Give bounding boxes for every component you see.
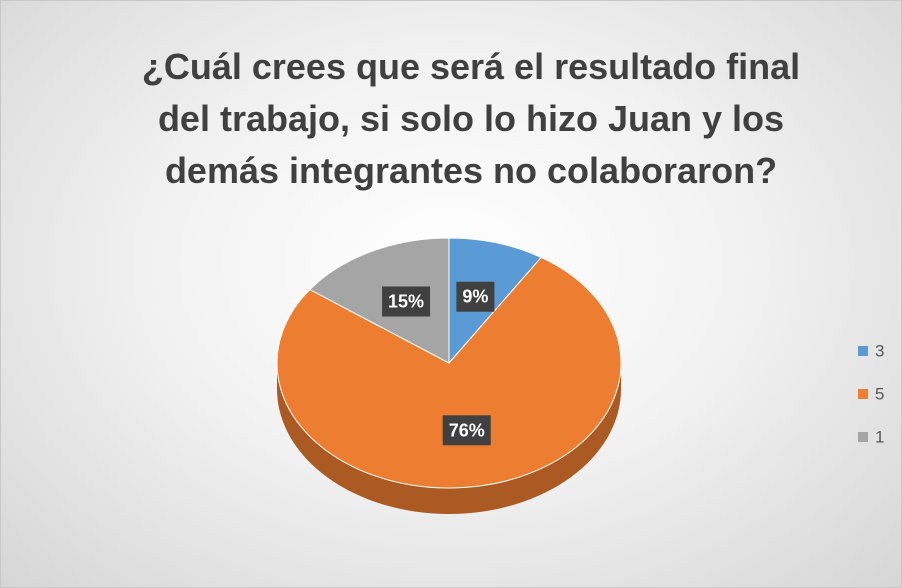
legend-label: 5 [875, 384, 884, 403]
slice [309, 237, 450, 364]
data-label-box [442, 415, 491, 446]
data-label-box [456, 281, 495, 312]
data-label-group: 9% [456, 281, 495, 312]
data-label-box [382, 286, 431, 317]
legend-swatch [858, 432, 868, 442]
slice [448, 237, 542, 365]
legend-label: 3 [875, 341, 884, 360]
slice-side [277, 363, 621, 514]
data-label-group: 76% [442, 415, 491, 446]
legend-swatch [858, 346, 868, 356]
chart-title: ¿Cuál crees que será el resultado final … [141, 46, 801, 191]
slice [276, 256, 622, 489]
legend-label: 1 [875, 427, 884, 446]
legend-swatch [858, 389, 868, 399]
data-label-group: 15% [382, 286, 431, 317]
data-label: 15% [388, 291, 424, 311]
data-label: 9% [462, 287, 488, 307]
data-label: 76% [449, 420, 485, 440]
